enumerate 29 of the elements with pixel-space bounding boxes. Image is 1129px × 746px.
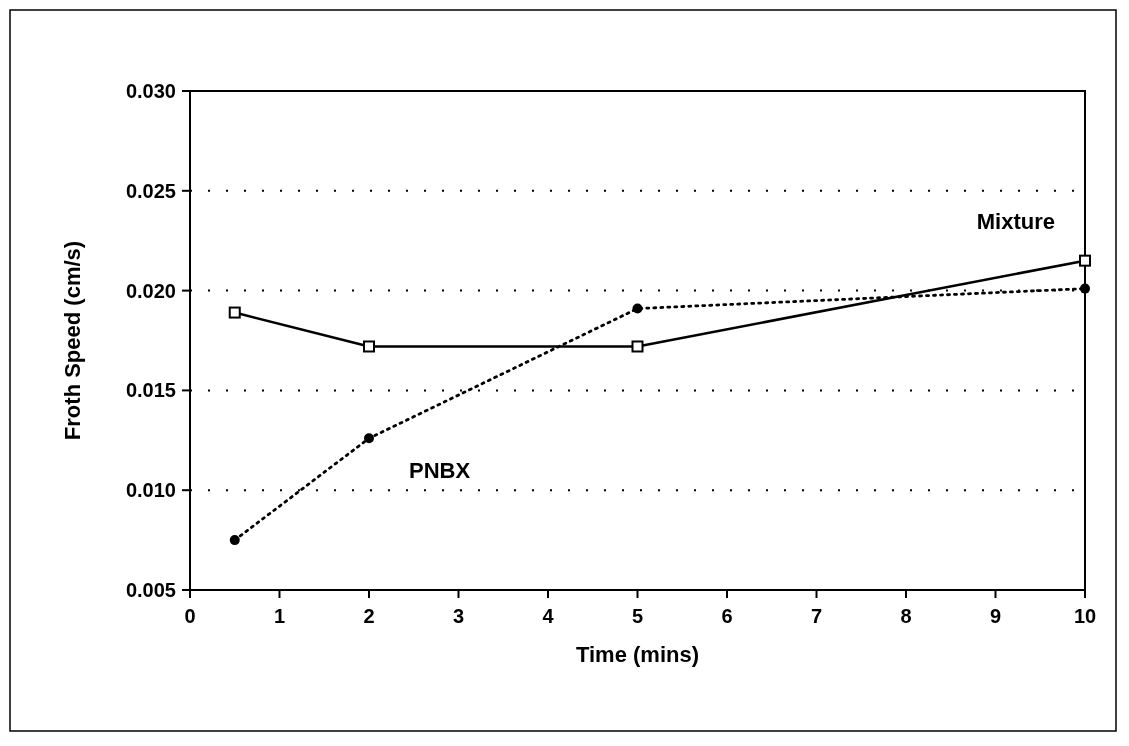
x-tick-label: 1	[273, 605, 286, 627]
y-axis-title: Froth Speed (cm/s)	[60, 240, 85, 441]
point	[1079, 254, 1091, 267]
y-tick-label: 0.005	[125, 579, 176, 601]
x-tick-label: 6	[721, 605, 733, 627]
series-label: PNBX	[409, 458, 471, 484]
point	[1080, 283, 1090, 294]
y-tick-label: 0.020	[125, 279, 176, 302]
y-tick-label: 0.025	[125, 179, 176, 202]
x-tick-label: 3	[452, 605, 465, 627]
x-tick-label: 5	[631, 605, 644, 627]
y-tick-label: 0.010	[125, 479, 176, 502]
y-tick-label: 0.015	[125, 379, 176, 402]
y-tick-label: 0.030	[125, 80, 176, 102]
point	[228, 306, 241, 319]
x-axis-title: Time (mins)	[575, 642, 700, 667]
point	[632, 303, 643, 314]
x-tick-label: 7	[810, 605, 823, 627]
point	[229, 535, 240, 546]
x-tick-label: 8	[900, 605, 912, 627]
point	[363, 340, 375, 353]
x-tick-label: 10	[1073, 605, 1097, 627]
x-tick-label: 9	[989, 605, 1002, 627]
series-label: Mixture	[976, 208, 1055, 234]
x-tick-label: 4	[542, 605, 555, 627]
x-tick-label: 2	[363, 605, 375, 627]
point	[364, 433, 374, 444]
x-tick-label: 0	[184, 605, 196, 627]
point	[631, 340, 644, 353]
